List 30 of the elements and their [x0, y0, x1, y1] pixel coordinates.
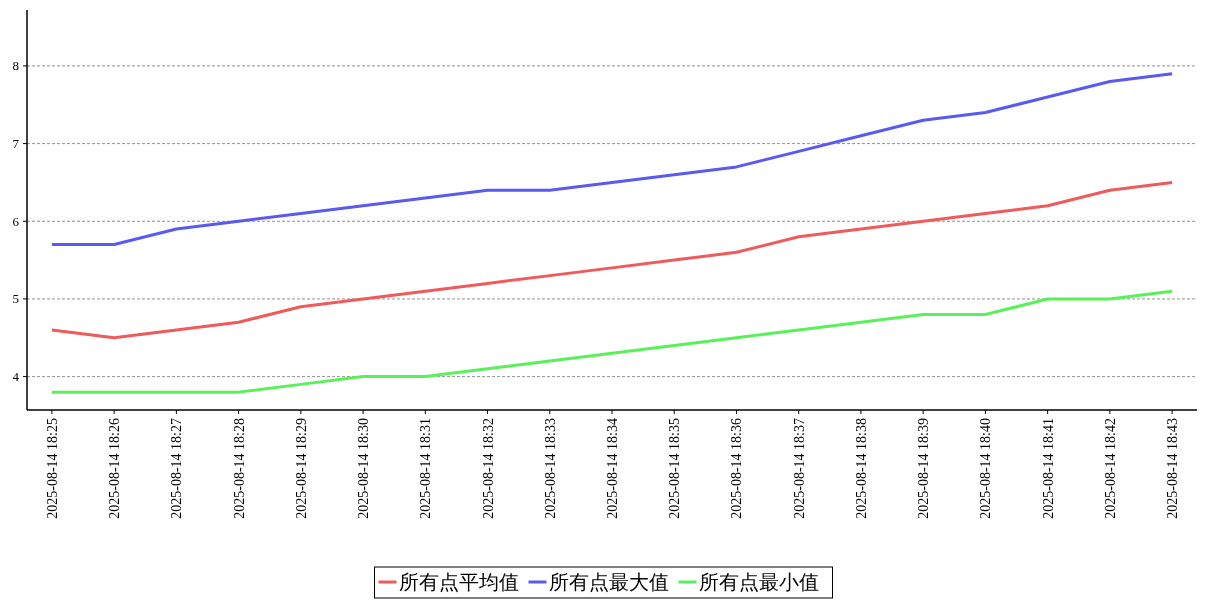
x-tick-label: 2025-08-14 18:37: [791, 418, 807, 519]
x-tick-label: 2025-08-14 18:38: [853, 418, 869, 519]
line-series: [50, 289, 1174, 394]
x-tick-label: 2025-08-14 18:36: [729, 418, 745, 519]
x-tick-label: 2025-08-14 18:43: [1165, 418, 1181, 519]
x-tick-label: 2025-08-14 18:30: [356, 418, 372, 519]
x-tick-label: 2025-08-14 18:34: [605, 418, 620, 519]
x-tick-label: 2025-08-14 18:29: [293, 418, 309, 519]
x-tick-label: 2025-08-14 18:31: [418, 418, 434, 519]
line-series: [50, 180, 1174, 340]
x-tick-label: 2025-08-14 18:41: [1040, 418, 1056, 519]
y-tick-label: 7: [12, 136, 20, 152]
x-tick-label: 2025-08-14 18:32: [480, 418, 496, 519]
x-tick-label: 2025-08-14 18:40: [978, 418, 994, 519]
line-series: [50, 72, 1174, 247]
y-tick-label: 8: [12, 58, 19, 74]
x-tick-label: 2025-08-14 18:26: [107, 418, 123, 519]
y-tick-label: 6: [12, 213, 20, 229]
x-tick-label: 2025-08-14 18:27: [169, 418, 185, 519]
y-tick-label: 4: [12, 369, 20, 385]
x-tick-label: 2025-08-14 18:33: [542, 418, 558, 519]
legend-label: 所有点最大值: [548, 571, 669, 593]
x-tick-label: 2025-08-14 18:42: [1102, 418, 1118, 519]
x-tick-label: 2025-08-14 18:28: [231, 418, 247, 519]
legend-label: 所有点最小值: [698, 571, 819, 593]
x-tick-label: 2025-08-14 18:25: [44, 418, 60, 519]
y-tick-label: 5: [12, 291, 19, 307]
legend-label: 所有点平均值: [398, 571, 519, 593]
x-tick-label: 2025-08-14 18:39: [916, 418, 932, 519]
x-tick-label: 2025-08-14 18:35: [667, 418, 683, 519]
